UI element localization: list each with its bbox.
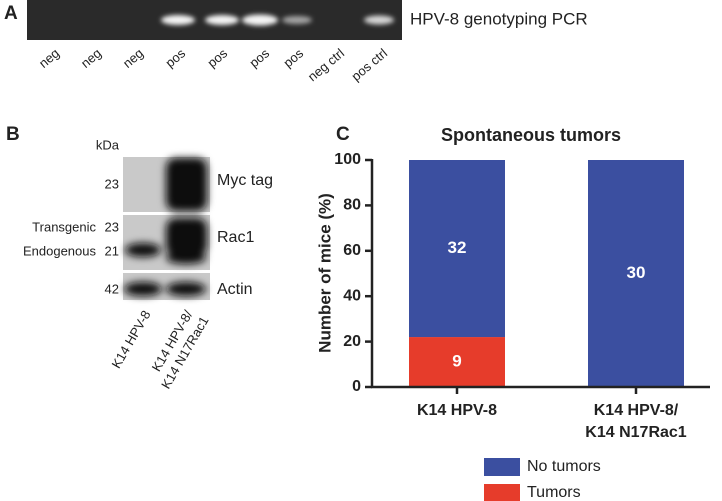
- legend-label: Tumors: [527, 484, 581, 501]
- panel-letter: A: [4, 3, 18, 24]
- lane-label: neg: [36, 45, 62, 70]
- chart-title: Spontaneous tumors: [441, 125, 621, 145]
- y-tick-label: 20: [343, 333, 361, 350]
- lane-label: neg ctrl: [305, 45, 347, 84]
- unit-label: kDa: [96, 137, 120, 152]
- blot-bands: [124, 158, 207, 296]
- gel-title: HPV-8 genotyping PCR: [410, 9, 588, 28]
- lane-label: neg: [78, 45, 104, 70]
- marker-kda: 23: [105, 176, 119, 191]
- lane-label: pos: [204, 45, 230, 70]
- marker-kda: 23: [105, 219, 119, 234]
- x-tick-label: K14 HPV-8/: [594, 402, 679, 419]
- lane-label: pos: [280, 45, 306, 70]
- lane-label: K14 HPV-8: [108, 308, 153, 371]
- blot-label: Rac1: [217, 229, 254, 246]
- bar-segment: [588, 160, 684, 387]
- count-label: 32: [448, 238, 467, 257]
- y-tick-label: 0: [352, 378, 361, 395]
- blot-label: Myc tag: [217, 172, 273, 189]
- y-tick-label: 100: [334, 151, 361, 168]
- x-tick-label: K14 N17Rac1: [585, 424, 687, 441]
- legend-swatch: [484, 484, 520, 501]
- x-tick-label: K14 HPV-8: [417, 402, 497, 419]
- marker-kda: 42: [105, 281, 119, 296]
- lane-label: pos: [162, 45, 188, 70]
- bar-segment: [409, 160, 505, 338]
- marker-kda: 21: [105, 243, 119, 258]
- bar-segment: [409, 337, 505, 387]
- lane-label: pos: [246, 45, 272, 70]
- gel-bands: [161, 14, 394, 26]
- lane-label: neg: [120, 45, 146, 70]
- marker-name: Transgenic: [32, 219, 96, 234]
- panel-letter: B: [6, 124, 20, 145]
- legend-swatch: [484, 458, 520, 476]
- lane-label: pos ctrl: [348, 45, 390, 83]
- count-label: 30: [627, 263, 646, 282]
- count-label: 9: [452, 352, 461, 371]
- legend-label: No tumors: [527, 458, 601, 475]
- marker-name: Endogenous: [23, 243, 97, 258]
- panel-letter: C: [336, 124, 350, 145]
- y-tick-label: 40: [343, 287, 361, 304]
- y-tick-label: 80: [343, 197, 361, 214]
- y-axis-label: Number of mice (%): [315, 193, 334, 353]
- blot-label: Actin: [217, 281, 253, 298]
- y-tick-label: 60: [343, 242, 361, 259]
